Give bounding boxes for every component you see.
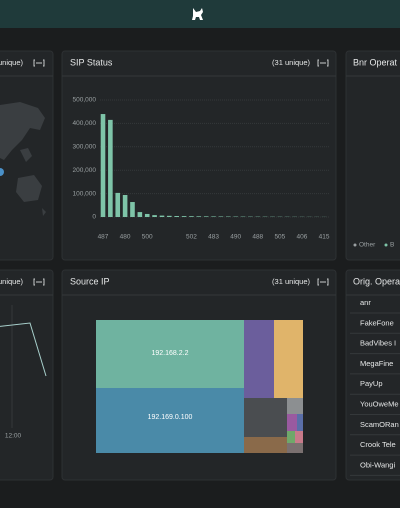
bar	[144, 213, 150, 217]
world-map	[0, 102, 46, 216]
line	[0, 322, 47, 377]
list-item: Crook Tele	[360, 440, 396, 449]
panel-title: unique)	[0, 277, 24, 286]
x-tick-label: 415	[319, 234, 330, 241]
list-item: ScamORan	[360, 420, 399, 429]
map-point	[0, 168, 4, 176]
list-item: anr	[360, 298, 371, 307]
x-tick-label: 483	[208, 234, 219, 241]
x-tick-label: 487	[98, 234, 109, 241]
bar	[174, 216, 179, 217]
treemap-cell[interactable]	[287, 431, 295, 443]
treemap-cell[interactable]	[244, 398, 287, 437]
y-tick-label: 0	[92, 214, 96, 221]
expand-icon[interactable]	[317, 278, 329, 286]
unique-count: (31 unique)	[272, 58, 310, 67]
x-tick-label: 12:00	[5, 433, 22, 440]
panel	[345, 50, 400, 261]
operator-list: anr FakeFone BadVibes I MegaFine PayUp YouOwe…	[350, 298, 400, 476]
treemap-cell[interactable]	[295, 431, 303, 443]
x-tick-label: 500	[142, 234, 153, 241]
x-tick-label: 488	[252, 234, 263, 241]
expand-icon[interactable]	[33, 278, 45, 286]
x-tick-label: 505	[274, 234, 285, 241]
list-item: YouOweMe	[360, 399, 399, 408]
bar	[137, 212, 143, 217]
legend-swatch	[353, 243, 357, 247]
unique-count: (31 unique)	[272, 277, 310, 286]
treemap-label: 192.168.2.2	[152, 350, 189, 357]
list-item: PayUp	[360, 379, 383, 388]
bar	[159, 215, 165, 217]
bar	[152, 215, 157, 217]
y-tick-label: 400,000	[73, 120, 97, 127]
panel	[0, 269, 54, 481]
bar	[218, 216, 224, 217]
treemap-cell[interactable]	[287, 414, 297, 431]
treemap-cell[interactable]	[244, 320, 274, 398]
legend-swatch	[384, 243, 388, 247]
list-item: FakeFone	[360, 318, 394, 327]
x-tick-label: 490	[230, 234, 241, 241]
x-tick-label: 502	[186, 234, 197, 241]
logo[interactable]	[192, 8, 203, 20]
y-tick-label: 300,000	[73, 144, 97, 151]
x-tick-label: 406	[297, 234, 308, 241]
bar	[108, 119, 113, 217]
legend-label: B	[390, 242, 394, 249]
expand-icon[interactable]	[33, 59, 45, 67]
panel-title: SIP Status	[70, 57, 113, 67]
bar	[211, 216, 216, 217]
panel	[345, 269, 400, 481]
legend-label: Other	[359, 242, 376, 249]
bar	[181, 216, 187, 217]
treemap	[96, 320, 303, 453]
treemap-cell[interactable]	[287, 398, 303, 414]
bar	[196, 216, 202, 217]
bar	[167, 215, 172, 217]
bar	[122, 195, 128, 217]
expand-icon[interactable]	[317, 59, 329, 67]
panel-title: unique)	[0, 58, 24, 67]
x-tick-label: 480	[120, 234, 131, 241]
panel-title: Bnr Operat	[353, 57, 398, 67]
y-tick-label: 500,000	[73, 97, 97, 104]
bar	[130, 202, 135, 217]
treemap-cell[interactable]	[274, 320, 303, 398]
bar	[203, 216, 209, 217]
treemap-cell[interactable]	[96, 388, 244, 453]
treemap-cell[interactable]	[96, 320, 244, 388]
y-tick-label: 100,000	[73, 190, 97, 197]
bar	[100, 114, 106, 217]
panel-title: Orig. Opera	[353, 276, 400, 286]
treemap-cell[interactable]	[287, 443, 303, 453]
y-tick-label: 200,000	[73, 167, 97, 174]
treemap-cell[interactable]	[297, 414, 303, 431]
bar	[115, 192, 121, 217]
list-item: BadVibes I	[360, 339, 396, 348]
bar	[189, 216, 194, 217]
panel-title: Source IP	[70, 276, 110, 286]
treemap-cell[interactable]	[244, 437, 287, 453]
sip-status-chart: 0 100,000 200,000 300,000 400,000 500,000 487 4…	[73, 97, 330, 241]
treemap-label: 192.169.0.100	[148, 414, 193, 421]
list-item: Obi-Wangi	[360, 460, 395, 469]
list-item: MegaFine	[360, 359, 393, 368]
